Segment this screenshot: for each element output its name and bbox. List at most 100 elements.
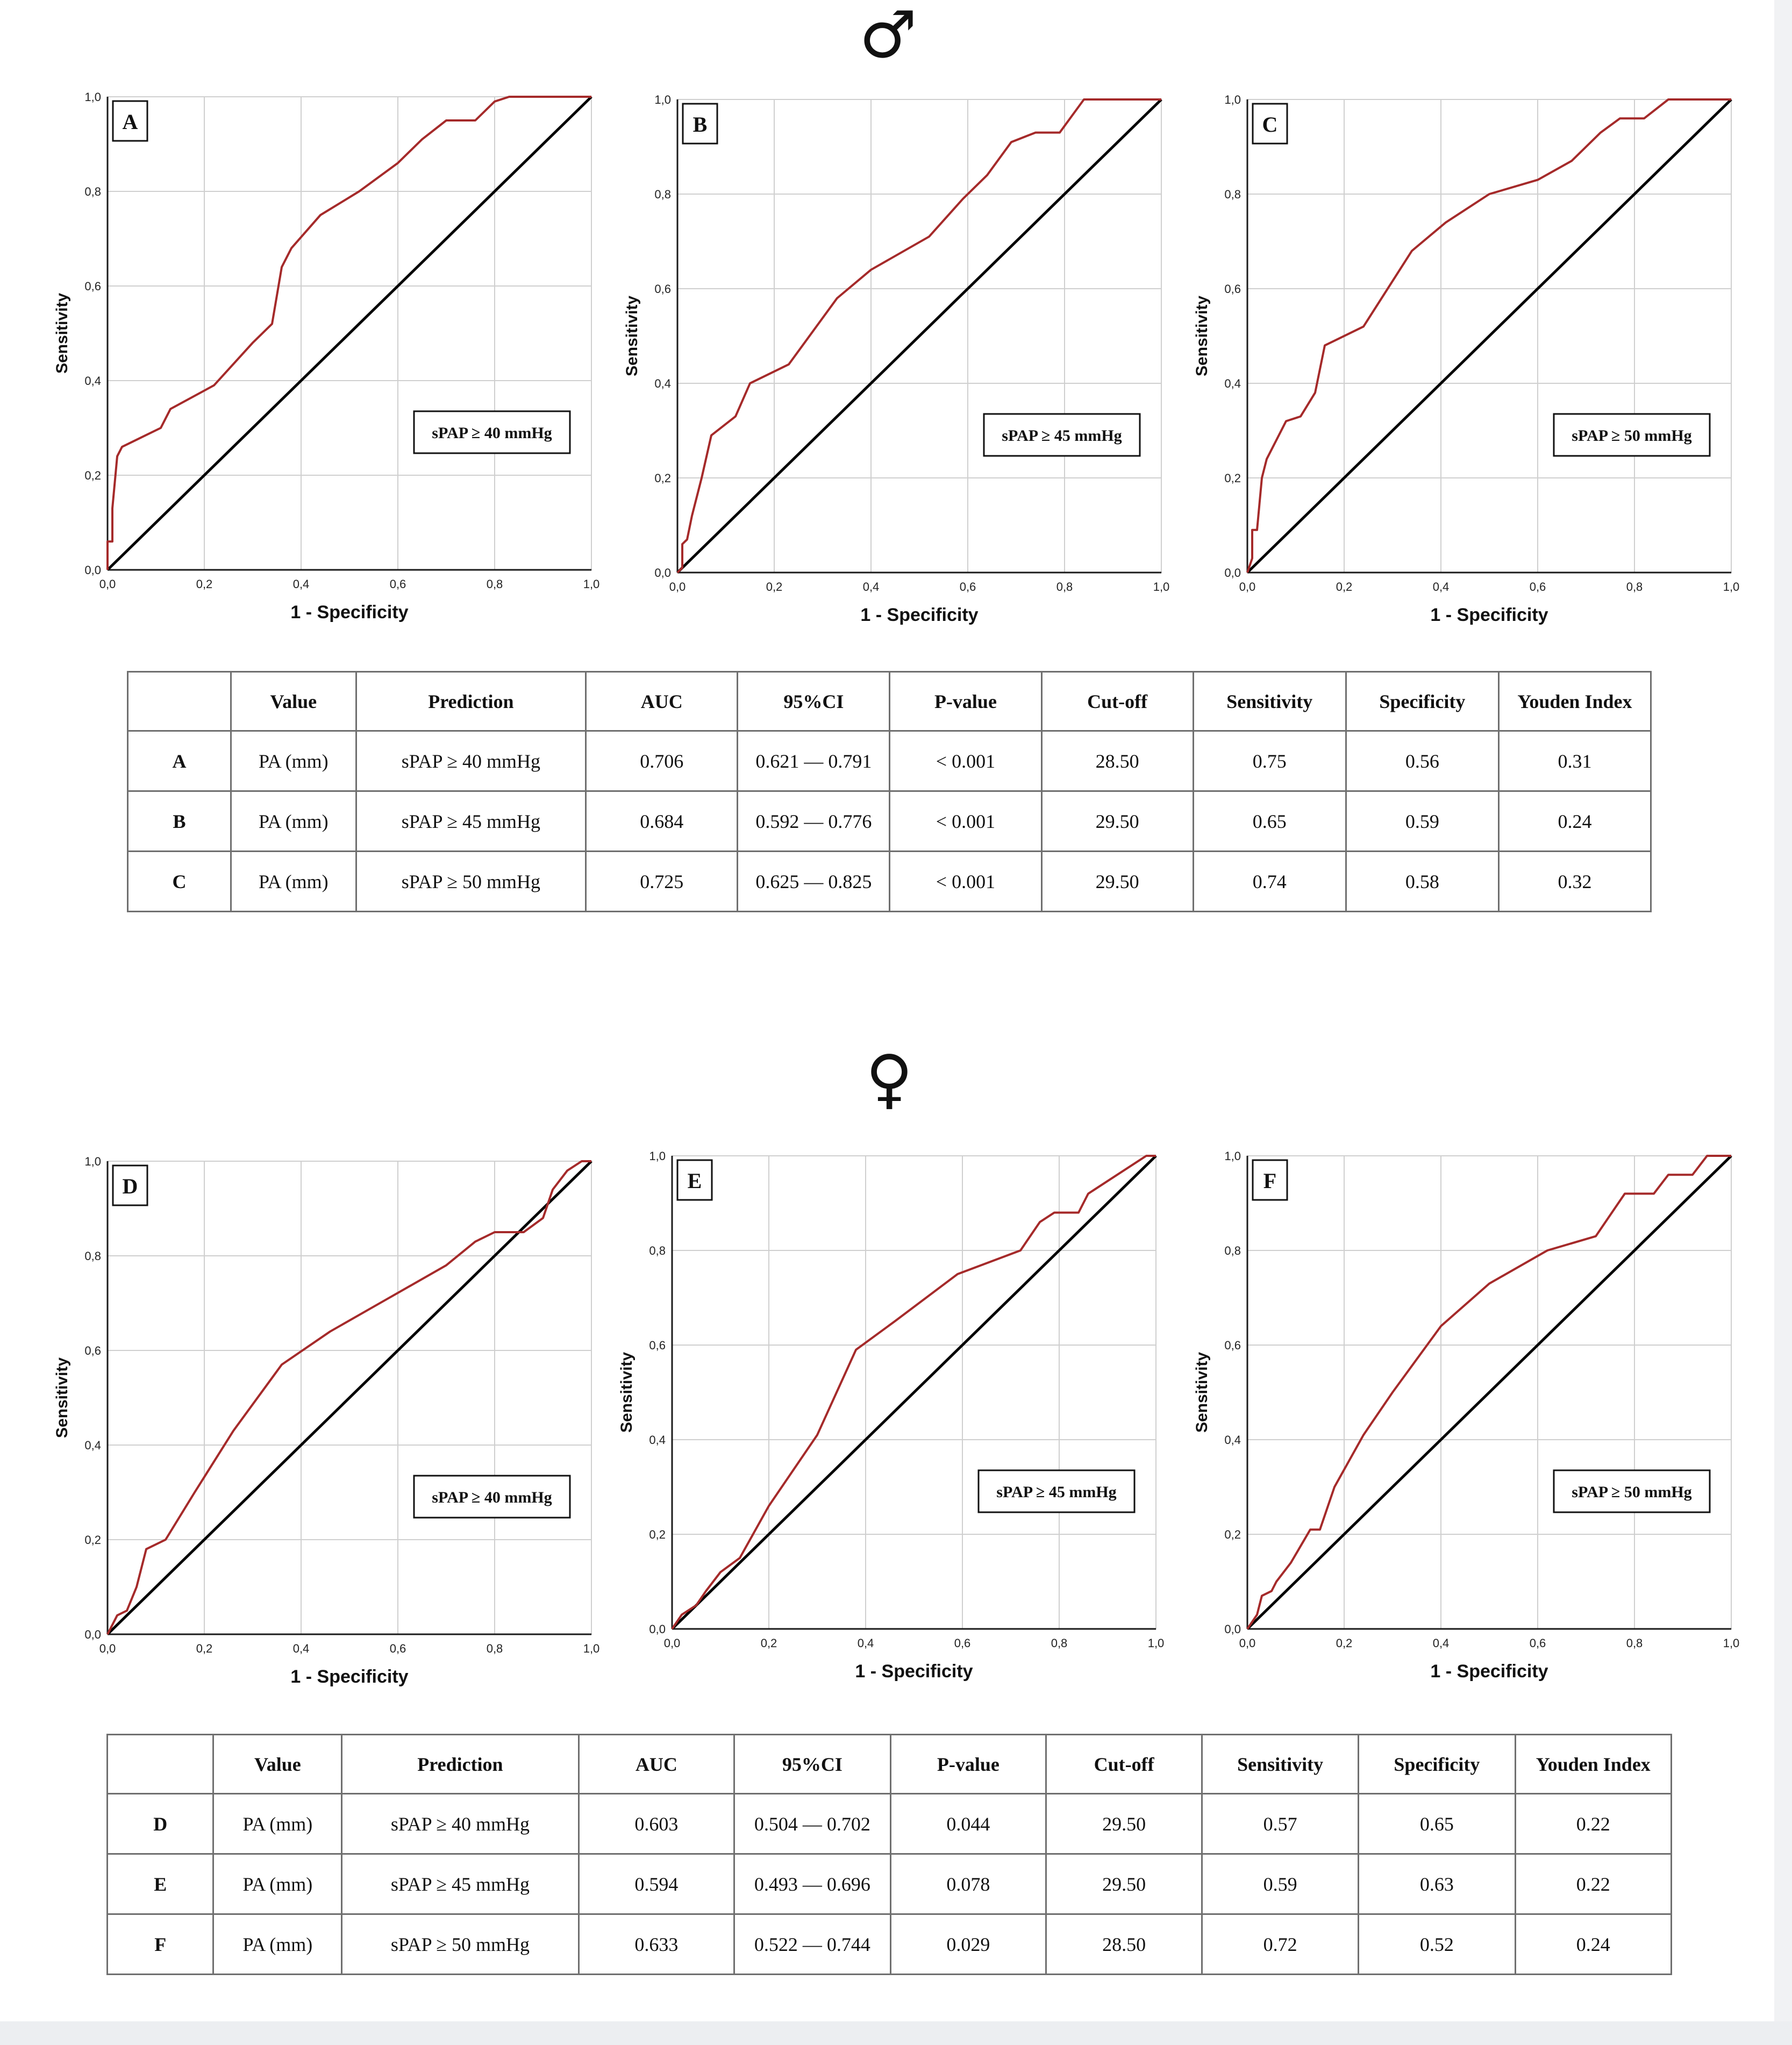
x-tick-label: 0,8 xyxy=(1056,580,1073,594)
y-tick-label: 0,8 xyxy=(1224,1244,1241,1257)
table-cell: 0.706 xyxy=(585,730,739,792)
table-cell: < 0.001 xyxy=(889,850,1043,912)
y-tick-label: 0,4 xyxy=(654,377,671,390)
table-cell: PA (mm) xyxy=(212,1793,343,1855)
panel-label: A xyxy=(123,110,138,134)
table-cell: PA (mm) xyxy=(230,730,357,792)
male-results-table: Value Prediction AUC 95%CI P-value Cut-off Sen… xyxy=(126,671,1652,912)
table-row-id: B xyxy=(126,790,232,852)
table-header-cell: 95%CI xyxy=(737,671,891,732)
table-row-id: E xyxy=(106,1853,215,1915)
table-header-cell: AUC xyxy=(585,671,739,732)
x-tick-label: 0,6 xyxy=(960,580,976,594)
x-tick-label: 1,0 xyxy=(1723,1636,1740,1650)
x-tick-label: 1,0 xyxy=(583,577,600,591)
table-cell: 0.078 xyxy=(889,1853,1047,1915)
x-tick-label: 0,8 xyxy=(1626,580,1643,594)
roc-curve xyxy=(676,98,1161,574)
table-cell: < 0.001 xyxy=(889,790,1043,852)
x-tick-label: 0,0 xyxy=(99,1642,116,1655)
legend-label: sPAP ≥ 45 mmHg xyxy=(1002,427,1122,445)
x-tick-label: 0,8 xyxy=(1626,1636,1643,1650)
panel-label: D xyxy=(123,1174,138,1198)
table-cell: 0.725 xyxy=(585,850,739,912)
table-cell: 0.72 xyxy=(1201,1913,1360,1975)
x-tick-label: 0,2 xyxy=(1336,1636,1353,1650)
y-tick-label: 1,0 xyxy=(1224,1149,1241,1163)
table-cell: sPAP ≥ 50 mmHg xyxy=(355,850,587,912)
y-tick-label: 0,8 xyxy=(1224,188,1241,201)
y-tick-label: 1,0 xyxy=(84,90,101,104)
y-axis-title: Sensitivity xyxy=(1193,1352,1211,1433)
panel-label-box xyxy=(682,103,718,145)
y-axis-title: Sensitivity xyxy=(618,1352,636,1433)
table-cell: 0.522 — 0.744 xyxy=(733,1913,891,1975)
table-header-cell: Prediction xyxy=(355,671,587,732)
table-cell: 29.50 xyxy=(1040,850,1194,912)
table-header-cell: Prediction xyxy=(341,1734,580,1794)
table-header-row: Value Prediction AUC 95%CI P-value Cut-off Sen… xyxy=(106,1734,1673,1794)
bottom-margin-strip xyxy=(0,2021,1792,2045)
table-cell: PA (mm) xyxy=(212,1913,343,1975)
table-cell: PA (mm) xyxy=(212,1853,343,1915)
table-cell: sPAP ≥ 40 mmHg xyxy=(341,1793,580,1855)
roc-svg: 0,00,0 0,2 0,2 0,4 0,4 0,6 0,6 0,8 0,8 1,0 1,0 1 - … xyxy=(623,93,1170,625)
table-cell: sPAP ≥ 45 mmHg xyxy=(355,790,587,852)
x-tick-label: 0,2 xyxy=(761,1636,777,1650)
x-tick-label: 0,4 xyxy=(858,1636,874,1650)
x-axis-title: 1 - Specificity xyxy=(855,1661,973,1682)
y-tick-label: 0,6 xyxy=(1224,282,1241,296)
x-tick-label: 1,0 xyxy=(1153,580,1170,594)
roc-curve xyxy=(1246,98,1731,573)
table-cell: 0.65 xyxy=(1192,790,1347,852)
table-cell: 0.633 xyxy=(577,1913,736,1975)
y-tick-label: 0,8 xyxy=(649,1244,666,1257)
y-tick-label: 1,0 xyxy=(1224,93,1241,106)
roc-chart-a: 0,0 0,0 0,2 0,2 0,4 0,4 0,6 0,6 0,8 0,8 1,0 1,0 1 - … xyxy=(43,86,613,659)
table-cell: sPAP ≥ 50 mmHg xyxy=(341,1913,580,1975)
table-cell: 0.625 — 0.825 xyxy=(737,850,891,912)
y-axis-title: Sensitivity xyxy=(53,1357,71,1438)
table-cell: 0.684 xyxy=(585,790,739,852)
panel-label-box xyxy=(112,100,148,142)
x-tick-label: 0,2 xyxy=(1336,580,1353,594)
y-tick-label: 1,0 xyxy=(654,93,671,106)
y-tick-label: 0,0 xyxy=(1224,566,1241,580)
x-tick-label: 0,4 xyxy=(293,577,310,591)
panel-label-box xyxy=(676,1159,713,1201)
table-cell: 0.493 — 0.696 xyxy=(733,1853,891,1915)
panel-label: B xyxy=(693,112,708,137)
roc-curve xyxy=(106,96,591,570)
legend-label: sPAP ≥ 40 mmHg xyxy=(432,424,552,442)
y-tick-label: 0,8 xyxy=(654,188,671,201)
y-tick-label: 0,4 xyxy=(84,1439,101,1452)
roc-chart-e: 0,0 0,0 0,2 0,2 0,4 0,4 0,6 0,6 0,8 0,8 1,0 1,0 1 - … xyxy=(608,1145,1177,1718)
table-header-cell: Sensitivity xyxy=(1201,1734,1360,1794)
table-cell: 29.50 xyxy=(1045,1793,1203,1855)
table-header-cell: Specificity xyxy=(1358,1734,1516,1794)
y-axis-title: Sensitivity xyxy=(1193,296,1211,376)
table-cell: 0.22 xyxy=(1514,1793,1673,1855)
roc-curve xyxy=(671,1155,1156,1630)
table-cell: 0.592 — 0.776 xyxy=(737,790,891,852)
table-row: D PA (mm) sPAP ≥ 40 mmHg 0.603 0.504 — 0.702… xyxy=(106,1793,1673,1855)
table-row-id: C xyxy=(126,850,232,912)
table-header-cell: Value xyxy=(212,1734,343,1794)
x-tick-label: 0,6 xyxy=(1530,1636,1546,1650)
table-header-cell: Value xyxy=(230,671,357,732)
reference-line xyxy=(1246,1155,1732,1630)
x-tick-label: 0,6 xyxy=(1530,580,1546,594)
x-axis-title: 1 - Specificity xyxy=(1430,1661,1548,1682)
table-cell: 0.74 xyxy=(1192,850,1347,912)
roc-chart-b: 0,0 0,0 0,2 0,2 0,4 0,4 0,6 0,6 0,8 0,8 1,0 1,0 1 - … xyxy=(613,89,1183,661)
table-row-id: D xyxy=(106,1793,215,1855)
table-cell: 0.621 — 0.791 xyxy=(737,730,891,792)
panel-label: C xyxy=(1262,112,1278,137)
table-cell: sPAP ≥ 45 mmHg xyxy=(341,1853,580,1915)
panel-label-box xyxy=(112,1164,148,1206)
roc-svg: 0,00,0 0,2 0,2 0,4 0,4 0,6 0,6 0,8 0,8 1,0 1,0 1 - … xyxy=(53,1155,599,1687)
table-header-cell xyxy=(106,1734,215,1794)
reference-line xyxy=(671,1155,1157,1630)
table-row-id: A xyxy=(126,730,232,792)
